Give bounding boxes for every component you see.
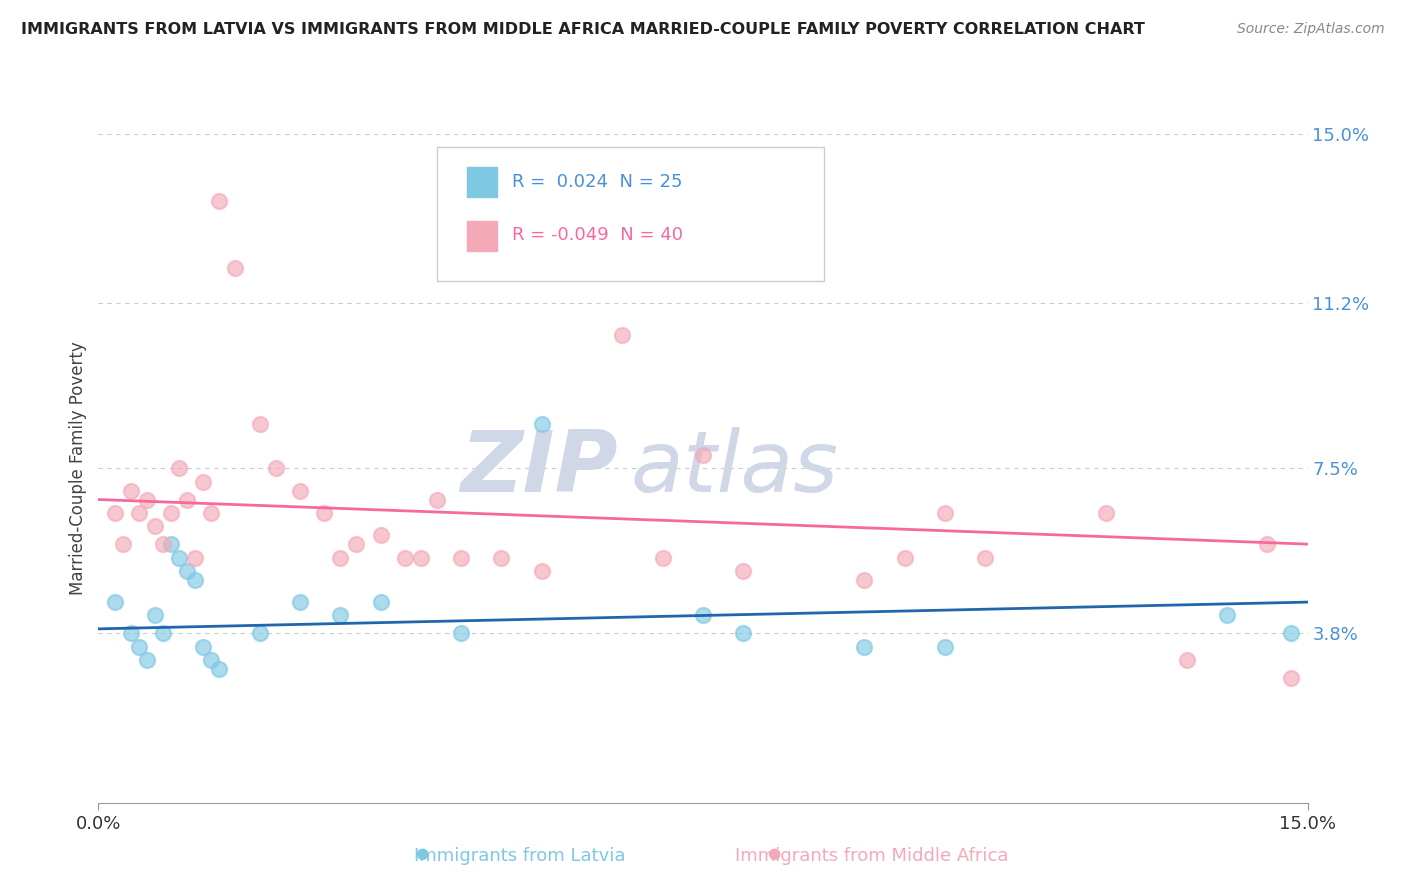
Point	[200, 506, 222, 520]
Point	[893, 550, 915, 565]
Point	[1256, 537, 1278, 551]
Text: ●: ●	[415, 846, 429, 861]
Text: R =  0.024  N = 25: R = 0.024 N = 25	[512, 173, 682, 191]
Point	[1095, 506, 1118, 520]
Point	[176, 564, 198, 578]
Text: R = -0.049  N = 40: R = -0.049 N = 40	[512, 227, 683, 244]
Point	[249, 417, 271, 431]
Point	[143, 519, 166, 533]
Point	[409, 550, 432, 565]
Point	[288, 595, 311, 609]
Point	[152, 626, 174, 640]
Point	[160, 506, 183, 520]
Point	[103, 595, 125, 609]
Point	[152, 537, 174, 551]
Point	[974, 550, 997, 565]
Point	[651, 550, 673, 565]
Point	[288, 483, 311, 498]
Point	[491, 550, 513, 565]
Point	[143, 608, 166, 623]
Point	[200, 653, 222, 667]
Point	[224, 260, 246, 275]
Point	[612, 327, 634, 342]
Point	[184, 573, 207, 587]
Point	[167, 461, 190, 475]
Point	[530, 417, 553, 431]
Point	[208, 662, 231, 676]
Point	[853, 573, 876, 587]
Point	[1175, 653, 1198, 667]
Text: Immigrants from Latvia: Immigrants from Latvia	[415, 847, 626, 865]
Point	[344, 537, 367, 551]
Text: Source: ZipAtlas.com: Source: ZipAtlas.com	[1237, 22, 1385, 37]
Point	[120, 483, 142, 498]
Point	[853, 640, 876, 654]
Text: IMMIGRANTS FROM LATVIA VS IMMIGRANTS FROM MIDDLE AFRICA MARRIED-COUPLE FAMILY PO: IMMIGRANTS FROM LATVIA VS IMMIGRANTS FRO…	[21, 22, 1144, 37]
Point	[450, 550, 472, 565]
Point	[120, 626, 142, 640]
Point	[135, 492, 157, 507]
Text: ●: ●	[766, 846, 780, 861]
FancyBboxPatch shape	[437, 147, 824, 281]
Point	[208, 194, 231, 208]
Point	[103, 506, 125, 520]
Point	[934, 640, 956, 654]
Point	[176, 492, 198, 507]
Point	[249, 626, 271, 640]
Point	[329, 608, 352, 623]
Bar	[467, 221, 498, 251]
Point	[934, 506, 956, 520]
Text: ZIP: ZIP	[461, 426, 619, 510]
Point	[167, 550, 190, 565]
Point	[193, 640, 215, 654]
Point	[450, 626, 472, 640]
Point	[692, 608, 714, 623]
Point	[1281, 671, 1303, 685]
Point	[733, 564, 755, 578]
Text: Immigrants from Middle Africa: Immigrants from Middle Africa	[735, 847, 1008, 865]
Point	[128, 640, 150, 654]
Point	[370, 528, 392, 542]
Point	[1281, 626, 1303, 640]
Point	[314, 506, 336, 520]
Point	[394, 550, 416, 565]
Point	[111, 537, 134, 551]
Bar	[467, 168, 498, 197]
Point	[160, 537, 183, 551]
Point	[1216, 608, 1239, 623]
Point	[370, 595, 392, 609]
Point	[426, 492, 449, 507]
Point	[329, 550, 352, 565]
Point	[530, 564, 553, 578]
Point	[135, 653, 157, 667]
Point	[184, 550, 207, 565]
Point	[264, 461, 287, 475]
Point	[733, 626, 755, 640]
Point	[692, 448, 714, 462]
Point	[128, 506, 150, 520]
Point	[193, 475, 215, 489]
Y-axis label: Married-Couple Family Poverty: Married-Couple Family Poverty	[69, 342, 87, 595]
Text: atlas: atlas	[630, 426, 838, 510]
